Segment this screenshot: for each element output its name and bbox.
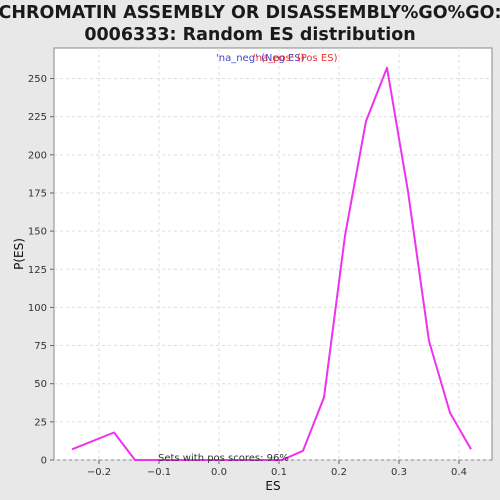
y-tick-label: 175 xyxy=(28,188,47,199)
series-line-0 xyxy=(71,66,472,461)
series-layer xyxy=(71,66,472,461)
y-axis-label: P(ES) xyxy=(12,238,26,270)
x-tick-label: −0.2 xyxy=(87,467,111,478)
y-tick-label: 25 xyxy=(34,417,47,428)
legend-entry-pos: 'na_pos' (Pos ES) xyxy=(253,53,338,64)
chart-title-line2: 0006333: Random ES distribution xyxy=(84,25,415,45)
y-tick-label: 75 xyxy=(34,341,47,352)
y-tick-label: 100 xyxy=(28,303,47,314)
axes: 0 25 50 75 100 125 150 175 200 225 250 −0.2 −0.1 0.0 0… xyxy=(28,74,467,478)
y-tick-label: 50 xyxy=(34,379,47,390)
x-tick-label: 0.4 xyxy=(451,467,467,478)
legend-entry-neg: 'na_neg' (Neg ES) xyxy=(216,53,305,64)
y-tick-label: 150 xyxy=(28,227,47,238)
x-tick-label: 0.1 xyxy=(271,467,287,478)
x-tick-label: −0.1 xyxy=(147,467,171,478)
pos-scores-annotation: Sets with pos scores: 96% xyxy=(158,453,289,464)
y-tick-label: 200 xyxy=(28,150,47,161)
y-tick-label: 0 xyxy=(41,456,47,467)
y-tick-label: 125 xyxy=(28,265,47,276)
y-tick-label: 250 xyxy=(28,74,47,85)
x-tick-label: 0.0 xyxy=(211,467,227,478)
x-tick-label: 0.3 xyxy=(391,467,407,478)
chart-title-line1: CHROMATIN ASSEMBLY OR DISASSEMBLY%GO%GO: xyxy=(0,3,500,23)
plot-area xyxy=(53,47,493,461)
y-tick-label: 225 xyxy=(28,112,47,123)
x-tick-label: 0.2 xyxy=(331,467,347,478)
x-axis-label: ES xyxy=(265,479,280,493)
grid xyxy=(54,48,492,461)
